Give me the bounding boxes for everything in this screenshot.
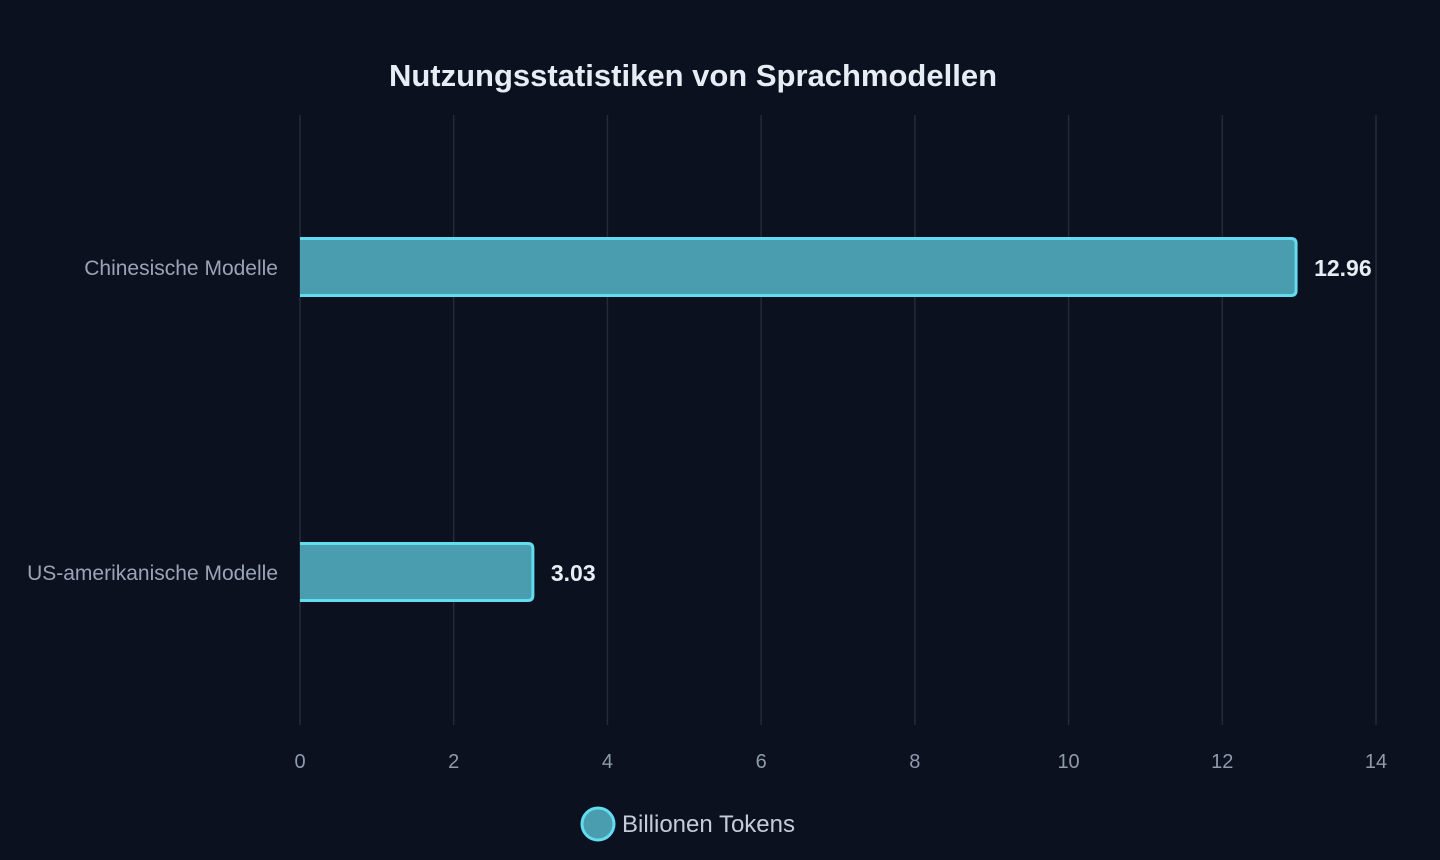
x-tick-label: 0 xyxy=(294,751,305,773)
bar[interactable] xyxy=(300,543,533,601)
x-tick-label: 8 xyxy=(909,751,920,773)
category-label: US-amerikanische Modelle xyxy=(27,562,278,585)
data-label: 3.03 xyxy=(551,560,596,586)
bar-outline xyxy=(300,237,1298,297)
chart-title: Nutzungsstatistiken von Sprachmodellen xyxy=(389,58,997,93)
bar-outline xyxy=(300,542,535,602)
x-tick-label: 6 xyxy=(756,751,767,773)
grid-lines xyxy=(299,115,1377,725)
category-label: Chinesische Modelle xyxy=(84,257,278,280)
x-tick-label: 2 xyxy=(448,751,459,773)
x-tick-label: 4 xyxy=(602,751,613,773)
bar[interactable] xyxy=(300,238,1297,296)
x-tick-label: 10 xyxy=(1057,751,1079,773)
x-tick-label: 12 xyxy=(1211,751,1233,773)
x-axis-ticks: 0 2 4 6 8 10 12 14 xyxy=(294,751,1387,773)
legend[interactable]: Billionen Tokens xyxy=(580,806,795,842)
data-label: 12.96 xyxy=(1314,255,1372,281)
x-tick-label: 14 xyxy=(1365,751,1387,773)
category-labels: Chinesische Modelle US-amerikanische Mode… xyxy=(27,257,278,585)
bars xyxy=(300,237,1298,602)
legend-label: Billionen Tokens xyxy=(622,811,795,838)
data-labels: 12.96 3.03 xyxy=(551,255,1372,586)
legend-swatch-icon xyxy=(580,806,616,842)
